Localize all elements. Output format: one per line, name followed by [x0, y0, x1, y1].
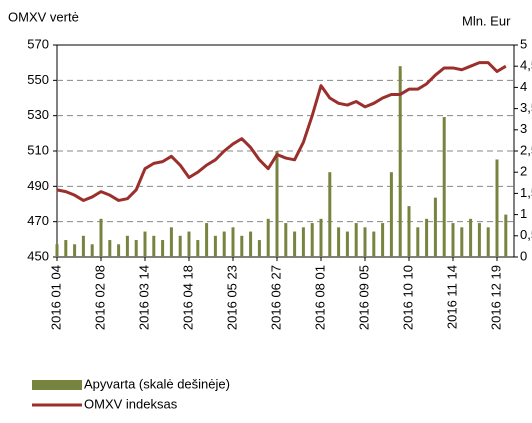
bar	[117, 244, 121, 257]
y2-tick-label: 3,5	[520, 100, 532, 115]
x-tick-label: 2016 08 01	[312, 265, 327, 330]
x-tick-label: 2016 03 14	[136, 265, 151, 330]
bar	[310, 223, 314, 257]
y-tick-label: 470	[27, 213, 49, 228]
bar	[301, 227, 305, 257]
x-tick-label: 2016 01 04	[48, 265, 63, 330]
x-tick-label: 2016 09 05	[356, 265, 371, 330]
bar	[81, 235, 85, 257]
x-tick-label: 2016 12 19	[488, 265, 503, 330]
bar	[389, 172, 393, 257]
bar	[477, 223, 481, 257]
bar	[425, 218, 429, 257]
bar	[161, 240, 165, 257]
bar	[222, 231, 226, 257]
bar	[337, 227, 341, 257]
bar	[257, 240, 261, 257]
bar	[293, 231, 297, 257]
y2-tick-label: 0	[520, 248, 527, 263]
bar	[178, 235, 182, 257]
bar	[152, 235, 156, 257]
chart-title: OMXV vertė	[8, 9, 79, 24]
bar	[381, 223, 385, 257]
bar	[486, 227, 490, 257]
y-tick-label: 550	[27, 72, 49, 87]
bar	[451, 223, 455, 257]
bar	[495, 159, 499, 257]
bar	[125, 235, 129, 257]
bar	[407, 206, 411, 257]
bar	[319, 218, 323, 257]
bar	[460, 227, 464, 257]
bar	[205, 223, 209, 257]
bar	[354, 223, 358, 257]
bar	[249, 231, 253, 257]
bar	[284, 223, 288, 257]
y2-tick-label: 3	[520, 121, 527, 136]
y2-tick-label: 1,5	[520, 185, 532, 200]
line	[56, 61, 507, 202]
y-tick-label: 490	[27, 178, 49, 193]
legend-label: OMXV indeksas	[84, 396, 178, 411]
bar	[187, 231, 191, 257]
y2-tick-label: 2	[520, 164, 527, 179]
bar	[275, 151, 279, 257]
x-tick-label: 2016 06 27	[268, 265, 283, 330]
x-tick-label: 2016 11 14	[444, 265, 459, 329]
x-tick-label: 2016 05 23	[224, 265, 239, 330]
y-tick-label: 510	[27, 142, 49, 157]
y-tick-label: 530	[27, 107, 49, 122]
x-tick-label: 2016 10 10	[400, 265, 415, 330]
bar	[231, 227, 235, 257]
bar	[433, 197, 437, 257]
y2-tick-label: 0,5	[520, 227, 532, 242]
bar	[169, 227, 173, 257]
bar	[398, 66, 402, 257]
y2-tick-label: 4	[520, 79, 527, 94]
y-tick-label: 570	[27, 36, 49, 51]
bar	[213, 235, 217, 257]
bar	[64, 240, 68, 257]
x-tick-label: 2016 02 08	[92, 265, 107, 330]
bar	[416, 227, 420, 257]
legend-label: Apyvarta (skalė dešinėje)	[84, 376, 230, 391]
x-tick-label: 2016 04 18	[180, 265, 195, 330]
bar	[345, 231, 349, 257]
bar	[134, 240, 138, 257]
bar	[266, 218, 270, 257]
bar	[372, 231, 376, 257]
bar	[196, 240, 200, 257]
legend-swatch	[32, 380, 82, 390]
bar	[504, 214, 508, 257]
bar	[240, 235, 244, 257]
y2-tick-label: 2,5	[520, 142, 532, 157]
bar	[143, 231, 147, 257]
bar	[328, 172, 332, 257]
y2-tick-label: 5	[520, 36, 527, 51]
bar	[442, 117, 446, 257]
bar	[55, 244, 59, 257]
bar	[90, 244, 94, 257]
y2-tick-label: 1	[520, 206, 527, 221]
bar	[363, 227, 367, 257]
y2-axis-label: Mln. Eur	[462, 13, 511, 28]
bar	[469, 218, 473, 257]
bar	[108, 240, 112, 257]
y-tick-label: 450	[27, 248, 49, 263]
bar	[99, 218, 103, 257]
y2-tick-label: 4,5	[520, 58, 532, 73]
bar	[73, 244, 77, 257]
